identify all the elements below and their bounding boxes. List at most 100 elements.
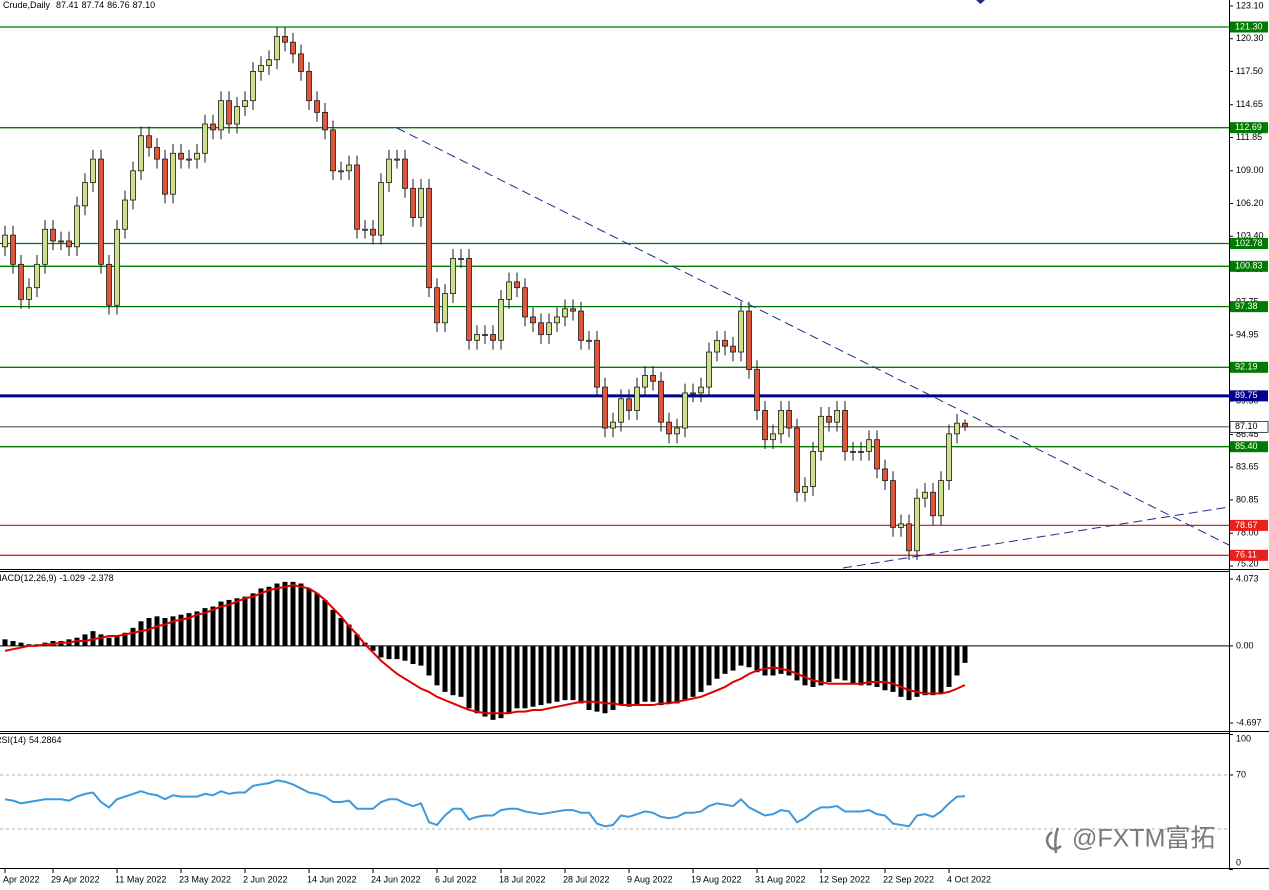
candle-body: [258, 65, 264, 72]
candle-body: [226, 100, 232, 125]
candle-body: [370, 228, 376, 236]
candle-body: [322, 111, 328, 131]
candle-body: [818, 415, 824, 452]
macd-bar: [858, 645, 864, 686]
candle-body: [490, 334, 496, 341]
level-label: 92.19: [1235, 362, 1258, 372]
macd-bar: [842, 645, 848, 681]
x-tick-label: 14 Jun 2022: [307, 874, 357, 884]
candle-body: [522, 287, 528, 318]
candle-body: [114, 228, 120, 306]
candle-body: [754, 369, 760, 411]
macd-bar: [754, 645, 760, 673]
candle-body: [554, 316, 560, 324]
candle-body: [946, 433, 952, 482]
candle-body: [474, 334, 480, 341]
candle-body: [442, 293, 448, 324]
macd-bar: [442, 645, 448, 692]
rsi-value: 54.2864: [29, 735, 62, 745]
macd-header: MACD(12,26,9) -1.029 -2.378: [0, 573, 114, 583]
candle-body: [298, 53, 304, 72]
level-label: 76.11: [1235, 550, 1257, 560]
candle-body: [898, 523, 904, 528]
macd-bar: [802, 645, 808, 686]
candle-body: [274, 35, 280, 61]
macd-bar: [890, 645, 896, 692]
candle-body: [498, 299, 504, 341]
level-label-box: [1230, 122, 1268, 134]
candle-body: [194, 152, 200, 160]
macd-bar: [938, 645, 944, 694]
macd-bar: [690, 645, 696, 697]
macd-bar: [834, 645, 840, 679]
macd-bar: [746, 645, 752, 668]
macd-bar: [226, 599, 232, 646]
y-tick-label: 80.85: [1236, 494, 1259, 504]
macd-bar: [626, 645, 632, 707]
candle-body: [938, 480, 944, 517]
macd-bar: [562, 645, 568, 701]
macd-bar: [266, 586, 272, 646]
high: 87.74: [82, 0, 105, 10]
macd-bar: [258, 588, 264, 646]
macd-bar: [346, 624, 352, 646]
candle-body: [562, 308, 568, 318]
candle-body: [146, 135, 152, 148]
x-tick-label: 6 Jul 2022: [435, 874, 477, 884]
candle-body: [290, 41, 296, 55]
level-label: 97.38: [1235, 301, 1258, 311]
macd-bar: [386, 645, 392, 660]
macd-bar: [450, 645, 456, 696]
close: 87.10: [133, 0, 156, 10]
axes: 123.10 120.30 117.50 114.65 111.85 109.00 106.…: [3, 0, 1269, 884]
macd-bar: [610, 645, 616, 710]
candle-body: [634, 386, 640, 411]
macd-bar: [818, 645, 824, 686]
candle-body: [538, 322, 544, 335]
y-tick-label: 0.00: [1236, 640, 1254, 650]
macd-bar: [866, 645, 872, 686]
candle-body: [250, 71, 256, 102]
watermark-group: @FXTM富拓: [1045, 825, 1215, 854]
macd-bar: [370, 645, 376, 651]
macd-bar: [530, 645, 536, 707]
macd-bar: [650, 645, 656, 702]
candle-body: [922, 491, 928, 499]
rsi-panel: [0, 774, 1229, 830]
macd-bar: [330, 609, 336, 646]
candle-body: [882, 468, 888, 482]
macd-bar: [114, 636, 120, 646]
candle-body: [906, 523, 912, 552]
candle-body: [434, 287, 440, 324]
macd-bar: [426, 645, 432, 676]
candle-body: [418, 187, 424, 218]
candle-body: [842, 410, 848, 452]
low: 86.76: [107, 0, 130, 10]
level-label: 89.75: [1235, 390, 1258, 400]
macd-bar: [458, 645, 464, 697]
macd-bar: [394, 645, 400, 660]
macd-bar: [922, 645, 928, 696]
macd-bar: [410, 645, 416, 664]
x-tick-label: 23 May 2022: [179, 874, 231, 884]
macd-bar: [354, 634, 360, 646]
y-tick-label: 103.40: [1236, 231, 1264, 241]
candle-body: [866, 439, 872, 452]
candle-body: [834, 410, 840, 423]
macd-value: -1.029: [60, 573, 86, 583]
candle-body: [90, 158, 96, 183]
y-tick-label: 86.45: [1236, 429, 1259, 439]
chart-header: Crude,Daily 87.41 87.74 86.76 87.10: [3, 0, 155, 10]
candle-body: [82, 182, 88, 207]
macd-bar: [2, 639, 8, 646]
macd-bar: [418, 645, 424, 666]
level-label-box: [1230, 301, 1268, 313]
macd-bar: [338, 617, 344, 646]
level-label-box: [1230, 260, 1268, 272]
candle-body: [890, 480, 896, 528]
candle-body: [858, 450, 864, 453]
macd-bar: [322, 599, 328, 646]
y-tick-label: 111.85: [1236, 132, 1262, 142]
macd-bar: [618, 645, 624, 706]
macd-bar: [738, 645, 744, 666]
